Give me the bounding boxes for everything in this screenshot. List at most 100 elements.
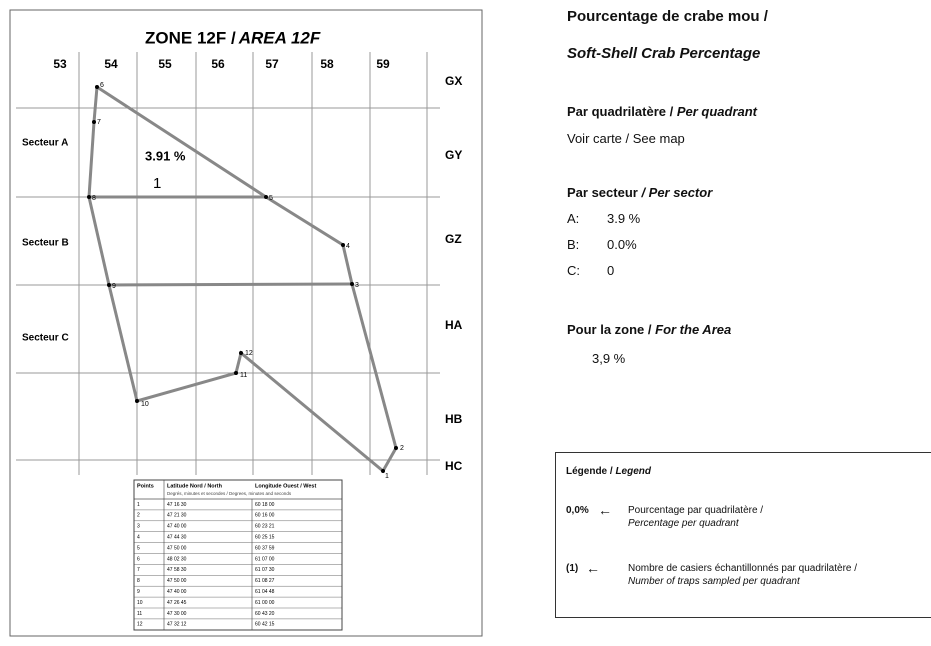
table-cell: 8	[137, 578, 140, 584]
table-cell: 6	[137, 556, 140, 562]
table-cell: 47 40 00	[167, 524, 187, 530]
table-cell: 5	[137, 545, 140, 551]
table-subheader: Degrés, minutes et secondes / Degrees, m…	[167, 491, 292, 496]
table-cell: 47 32 12	[167, 622, 187, 628]
table-cell: 47 30 00	[167, 611, 187, 617]
point-label: 1	[385, 473, 389, 480]
quadrant-traps: 1	[153, 175, 161, 192]
heading-italic: Per quadrant	[676, 104, 758, 119]
table-cell: 60 23 21	[255, 524, 275, 530]
point-label: 4	[346, 243, 350, 250]
table-cell: 9	[137, 589, 140, 595]
row-label: GY	[445, 148, 462, 162]
point-marker	[234, 371, 238, 375]
row-label: HB	[445, 412, 463, 426]
point-label: 3	[355, 282, 359, 289]
table-cell: 47 40 00	[167, 589, 187, 595]
point-marker	[239, 351, 243, 355]
area-heading: Pour la zone / For the Area	[567, 322, 731, 337]
table-cell: 47 50 00	[167, 545, 187, 551]
table-cell: 60 37 59	[255, 545, 275, 551]
table-cell: 60 25 15	[255, 535, 275, 541]
row-label: GZ	[445, 232, 462, 246]
point-marker	[341, 243, 345, 247]
row-label: GX	[445, 74, 462, 88]
column-label: 53	[53, 57, 67, 71]
sector-value: 3.9 %	[607, 211, 641, 226]
table-cell: 60 43 20	[255, 611, 275, 617]
legend-symbol: (1)	[566, 563, 579, 574]
column-label: 59	[376, 57, 390, 71]
heading: Pour la zone /	[567, 322, 656, 337]
column-label: 58	[320, 57, 334, 71]
point-label: 5	[269, 195, 273, 202]
table-cell: 47 50 00	[167, 578, 187, 584]
point-marker	[264, 195, 268, 199]
sector-boundary	[108, 282, 353, 287]
row-label: HA	[445, 318, 463, 332]
table-cell: 2	[137, 513, 140, 519]
legend-arrow: ←	[586, 560, 600, 576]
table-cell: 10	[137, 600, 143, 606]
sector-label: Secteur A	[22, 138, 68, 149]
point-label: 7	[97, 119, 101, 126]
table-cell: 61 08 27	[255, 578, 275, 584]
legend-text: Pourcentage par quadrilatère /	[628, 505, 764, 516]
sector-heading: Par secteur / Per sector	[567, 185, 712, 200]
point-label: 9	[112, 283, 116, 290]
quadrant-heading: Par quadrilatère / Per quadrant	[567, 104, 757, 119]
table-cell: 61 07 00	[255, 556, 275, 562]
point-label: 2	[400, 445, 404, 452]
sector-label: Secteur C	[22, 333, 69, 344]
table-header: Points	[137, 483, 154, 489]
point-marker	[95, 85, 99, 89]
point-marker	[381, 469, 385, 473]
point-label: 10	[141, 401, 149, 408]
summary-title-italic: Soft-Shell Crab Percentage	[567, 45, 761, 62]
heading-italic: For the Area	[655, 322, 732, 337]
sector-value: 0	[607, 263, 615, 278]
table-cell: 61 04 48	[255, 589, 275, 595]
summary-title: Pourcentage de crabe mou /	[567, 8, 768, 25]
heading-italic: / Per sector	[641, 185, 713, 200]
sector-key: A:	[567, 211, 580, 226]
map-title-italic: AREA 12F	[238, 28, 321, 47]
map-panel: ZONE 12F / AREA 12F 3.91 % 1 53 54 55 56 57 5…	[9, 9, 483, 637]
table-header: Latitude Nord / North	[167, 483, 223, 489]
heading: Par quadrilatère /	[567, 104, 677, 119]
column-label: 56	[211, 57, 225, 71]
table-cell: 61 07 30	[255, 567, 275, 573]
sector-key: B:	[567, 237, 580, 252]
table-cell: 1	[137, 502, 140, 508]
table-cell: 47 58 30	[167, 567, 187, 573]
row-label: HC	[445, 459, 463, 473]
point-marker	[87, 195, 91, 199]
legend-symbol: 0,0%	[566, 505, 589, 516]
legend-box: Légende / Legend 0,0% ← Pourcentage par qu…	[555, 452, 931, 618]
coords-table	[133, 479, 343, 631]
table-cell: 3	[137, 524, 140, 530]
table-cell: 47 21 30	[167, 513, 187, 519]
table-cell: 48 02 30	[167, 556, 187, 562]
table-cell: 47 44 30	[167, 535, 187, 541]
table-cell: 4	[137, 535, 140, 541]
map-title: ZONE 12F /	[145, 28, 236, 47]
legend-text-italic: Percentage per quadrant	[628, 518, 739, 529]
point-label: 11	[240, 372, 247, 379]
column-label: 57	[265, 57, 279, 71]
point-marker	[107, 283, 111, 287]
sector-key: C:	[567, 263, 580, 278]
quadrant-text: Voir carte / See map	[567, 131, 685, 146]
point-label: 8	[92, 195, 96, 202]
table-cell: 7	[137, 567, 140, 573]
table-header: Longitude Ouest / West	[255, 483, 316, 489]
legend-title-text: Légende /	[566, 466, 616, 477]
quadrant-percentage: 3.91 %	[145, 148, 186, 163]
point-marker	[92, 120, 96, 124]
table-cell: 60 18 00	[255, 502, 275, 508]
table-cell: 60 42 15	[255, 622, 275, 628]
legend-title: Légende / Legend	[566, 466, 651, 477]
table-cell: 47 26 45	[167, 600, 187, 606]
table-cell: 11	[137, 611, 142, 617]
